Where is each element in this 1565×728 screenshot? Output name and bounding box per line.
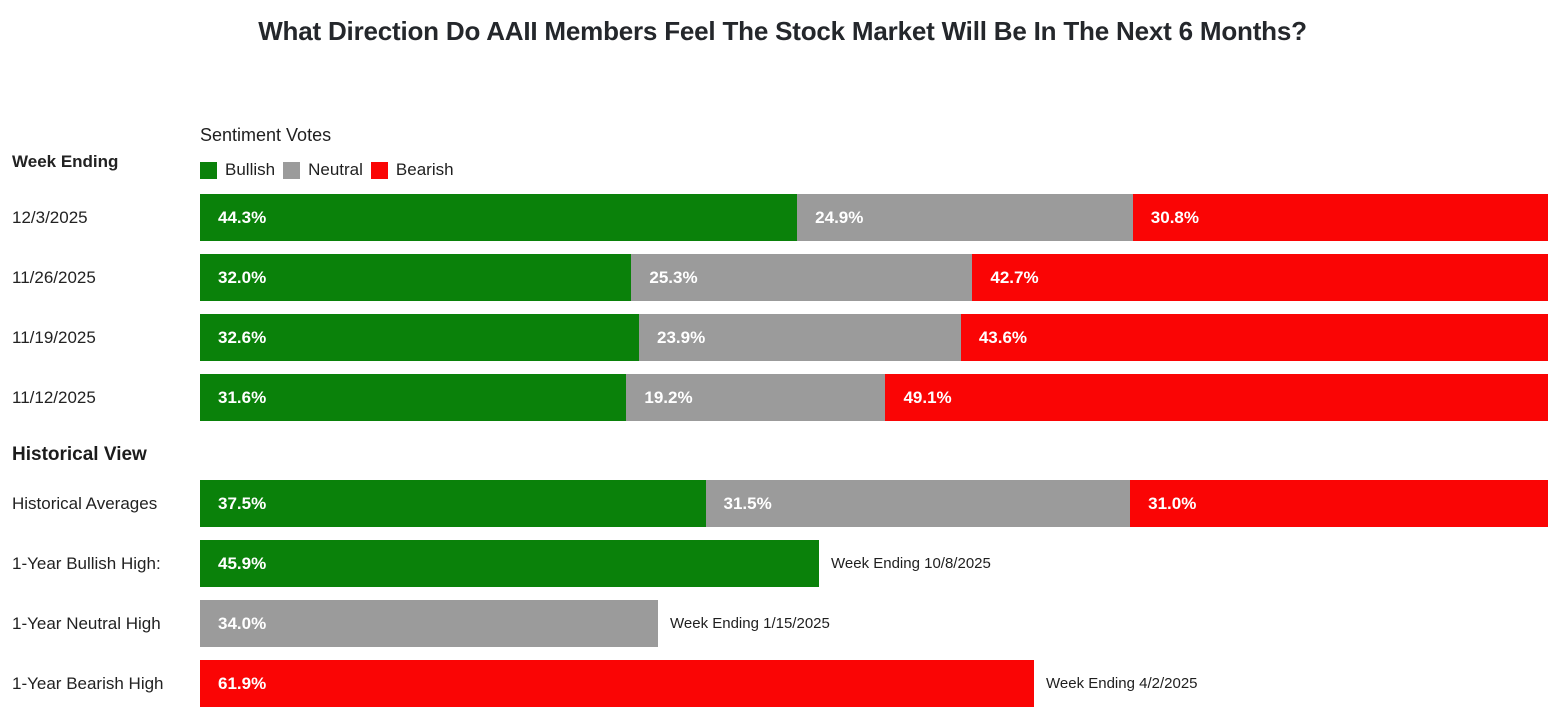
bar-segment-neutral: 31.5% bbox=[705, 480, 1131, 527]
historical-high-bullish-bar: 45.9% bbox=[200, 540, 819, 587]
historical-high-bearish-bar: 61.9% bbox=[200, 660, 1034, 707]
week-row-4: 11/12/2025 31.6% 19.2% 49.1% bbox=[0, 374, 1548, 421]
bar-segment-bullish: 31.6% bbox=[200, 374, 627, 421]
historical-high-row-bullish: 1-Year Bullish High: 45.9% Week Ending 10/… bbox=[0, 540, 991, 587]
bar-segment-neutral: 23.9% bbox=[639, 314, 961, 361]
bar-segment-bullish: 32.6% bbox=[200, 314, 639, 361]
bar-segment-neutral: 25.3% bbox=[631, 254, 973, 301]
legend-item-bullish: Bullish bbox=[200, 160, 275, 180]
legend-swatch-bearish-icon bbox=[370, 161, 388, 179]
bar-segment-bearish: 49.1% bbox=[885, 374, 1548, 421]
legend-item-bearish: Bearish bbox=[370, 160, 454, 180]
historical-high-bullish-annotation: Week Ending 10/8/2025 bbox=[831, 555, 991, 572]
week-row-2-bars: 32.0% 25.3% 42.7% bbox=[200, 254, 1548, 301]
week-ending-column-header: Week Ending bbox=[12, 152, 119, 171]
bar-segment-bearish: 42.7% bbox=[972, 254, 1548, 301]
legend: Bullish Neutral Bearish bbox=[200, 160, 462, 180]
chart-subtitle: Sentiment Votes bbox=[200, 125, 332, 145]
week-row-1: 12/3/2025 44.3% 24.9% 30.8% bbox=[0, 194, 1548, 241]
bar-segment-bearish: 61.9% bbox=[200, 660, 1034, 707]
week-row-4-label: 11/12/2025 bbox=[12, 387, 96, 407]
historical-view-header: Historical View bbox=[12, 444, 147, 465]
historical-high-neutral-bar: 34.0% bbox=[200, 600, 658, 647]
legend-swatch-bullish-icon bbox=[200, 161, 217, 179]
week-row-3-bars: 32.6% 23.9% 43.6% bbox=[200, 314, 1548, 361]
bar-segment-bullish: 45.9% bbox=[200, 540, 819, 587]
page-title: What Direction Do AAII Members Feel The … bbox=[258, 16, 1307, 46]
bar-segment-bullish: 44.3% bbox=[200, 194, 798, 241]
bar-segment-bullish: 37.5% bbox=[200, 480, 706, 527]
historical-averages-row: Historical Averages 37.5% 31.5% 31.0% bbox=[0, 480, 1548, 527]
bar-segment-neutral: 19.2% bbox=[626, 374, 886, 421]
historical-averages-row-label: Historical Averages bbox=[12, 493, 158, 513]
week-row-1-label: 12/3/2025 bbox=[12, 207, 88, 227]
week-row-3-label: 11/19/2025 bbox=[12, 327, 96, 347]
week-row-1-bars: 44.3% 24.9% 30.8% bbox=[200, 194, 1548, 241]
bar-segment-bearish: 43.6% bbox=[960, 314, 1548, 361]
bar-segment-neutral: 34.0% bbox=[200, 600, 658, 647]
historical-high-neutral-annotation: Week Ending 1/15/2025 bbox=[670, 615, 830, 632]
bar-segment-bullish: 32.0% bbox=[200, 254, 632, 301]
week-row-4-bars: 31.6% 19.2% 49.1% bbox=[200, 374, 1548, 421]
historical-high-row-neutral-label: 1-Year Neutral High bbox=[12, 613, 161, 633]
legend-label-bullish: Bullish bbox=[225, 160, 276, 179]
bar-segment-bearish: 30.8% bbox=[1132, 194, 1548, 241]
week-row-2-label: 11/26/2025 bbox=[12, 267, 96, 287]
historical-high-row-bullish-label: 1-Year Bullish High: bbox=[12, 553, 161, 573]
historical-averages-row-bars: 37.5% 31.5% 31.0% bbox=[200, 480, 1548, 527]
historical-high-row-bearish-label: 1-Year Bearish High bbox=[12, 673, 164, 693]
week-row-2: 11/26/2025 32.0% 25.3% 42.7% bbox=[0, 254, 1548, 301]
historical-high-row-neutral: 1-Year Neutral High 34.0% Week Ending 1/15… bbox=[0, 600, 830, 647]
bar-segment-bearish: 31.0% bbox=[1130, 480, 1548, 527]
bar-segment-neutral: 24.9% bbox=[797, 194, 1133, 241]
historical-high-row-bearish: 1-Year Bearish High 61.9% Week Ending 4/2/… bbox=[0, 660, 1198, 707]
legend-swatch-neutral-icon bbox=[283, 161, 301, 179]
historical-high-bearish-annotation: Week Ending 4/2/2025 bbox=[1046, 675, 1198, 692]
legend-label-bearish: Bearish bbox=[395, 160, 454, 179]
week-row-3: 11/19/2025 32.6% 23.9% 43.6% bbox=[0, 314, 1548, 361]
legend-item-neutral: Neutral bbox=[283, 160, 363, 180]
legend-label-neutral: Neutral bbox=[308, 160, 363, 179]
